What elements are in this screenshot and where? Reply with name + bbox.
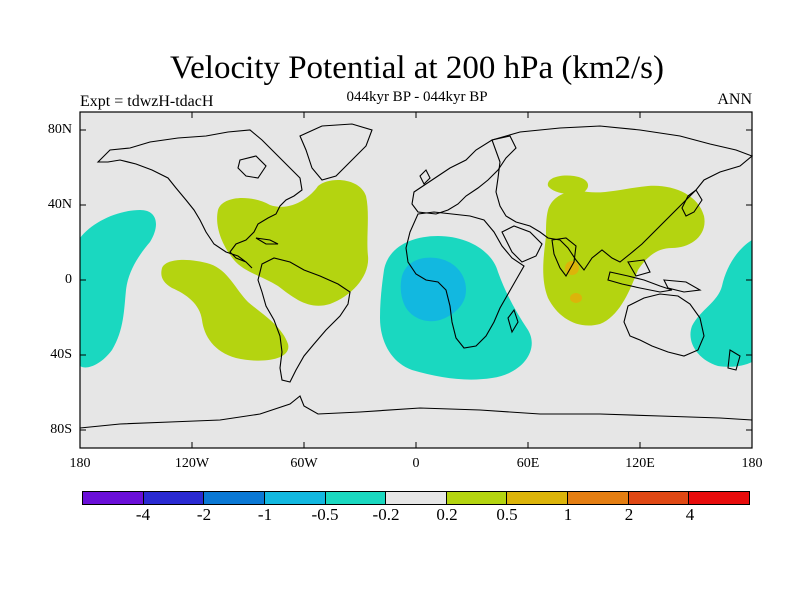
colorbar-label: -0.5	[311, 505, 339, 524]
x-tick-label: 180	[741, 456, 763, 471]
cuba	[255, 237, 279, 245]
y-tick-label: 80N	[47, 122, 72, 137]
north-america-coast	[96, 129, 303, 269]
colorbar-label: -0.2	[372, 505, 400, 524]
x-tick-label: 60E	[516, 456, 540, 471]
x-tick-label: 0	[412, 456, 420, 471]
x-tick-label: 120W	[174, 456, 210, 471]
colorbar-box	[689, 492, 750, 504]
africa-coast	[405, 211, 525, 349]
arabia-coast	[501, 225, 543, 263]
colorbar-label: 0.2	[436, 505, 458, 524]
antarctica-coast	[79, 395, 753, 429]
x-tick-label: 120E	[625, 456, 655, 471]
x-tick-label: 180	[69, 456, 91, 471]
colorbar-box	[386, 492, 447, 504]
japan	[681, 189, 703, 217]
south-pacific-positive-region	[161, 259, 289, 361]
bay-of-bengal-spot	[565, 261, 579, 275]
india-peninsula	[551, 237, 577, 277]
colorbar-box	[83, 492, 144, 504]
hudson-bay	[237, 155, 267, 179]
colorbar-box	[204, 492, 265, 504]
colorbar-label: 0.5	[496, 505, 518, 524]
indian-ocean-spot	[570, 293, 582, 303]
borneo	[627, 259, 651, 277]
south-america-coast	[257, 257, 351, 383]
y-tick-label: 40N	[47, 197, 72, 212]
central-pacific-negative-region	[80, 210, 156, 368]
europe-coast	[411, 135, 517, 215]
colorbar-label: 1	[563, 505, 573, 524]
northern-asia-positive-region	[547, 175, 589, 194]
positive-anomaly-regions	[161, 175, 705, 361]
greenland-coast	[299, 123, 373, 181]
negative-anomaly-regions	[80, 210, 752, 380]
colorbar-box	[507, 492, 569, 504]
experiment-label: Expt = tdwzH-tdacH	[80, 93, 214, 110]
colorbar-label: -1	[257, 505, 273, 524]
indian-ocean-positive-region	[543, 185, 705, 326]
y-tick-label: 40S	[50, 347, 72, 362]
plot-subtitle: 044kyr BP - 044kyr BP	[346, 89, 488, 105]
americas-positive-region	[217, 180, 369, 306]
colorbar	[82, 491, 750, 505]
colorbar-box	[628, 492, 690, 504]
colorbar-box	[568, 492, 629, 504]
new-zealand	[727, 349, 741, 371]
madagascar	[507, 308, 519, 334]
y-tick-label: 80S	[50, 422, 72, 437]
season-label: ANN	[717, 91, 752, 108]
axis-ticks	[80, 112, 752, 448]
colorbar-box	[325, 492, 387, 504]
colorbar-label: -2	[196, 505, 212, 524]
plot-title: Velocity Potential at 200 hPa (km2/s)	[169, 50, 665, 86]
colorbar-box	[143, 492, 205, 504]
british-isles	[419, 169, 431, 185]
asia-coast	[491, 125, 754, 271]
colorbar-label: 4	[685, 505, 695, 524]
x-tick-label: 60W	[290, 456, 318, 471]
colorbar-box	[264, 492, 326, 504]
colorbar-label: -4	[135, 505, 151, 524]
colorbar-label: 2	[624, 505, 634, 524]
colorbar-box	[446, 492, 508, 504]
coastlines	[79, 123, 754, 429]
australia-coast	[623, 293, 705, 357]
y-tick-label: 0	[65, 272, 72, 287]
new-guinea	[663, 279, 702, 293]
indonesia	[607, 271, 673, 293]
western-pacific-negative-region	[690, 240, 752, 367]
